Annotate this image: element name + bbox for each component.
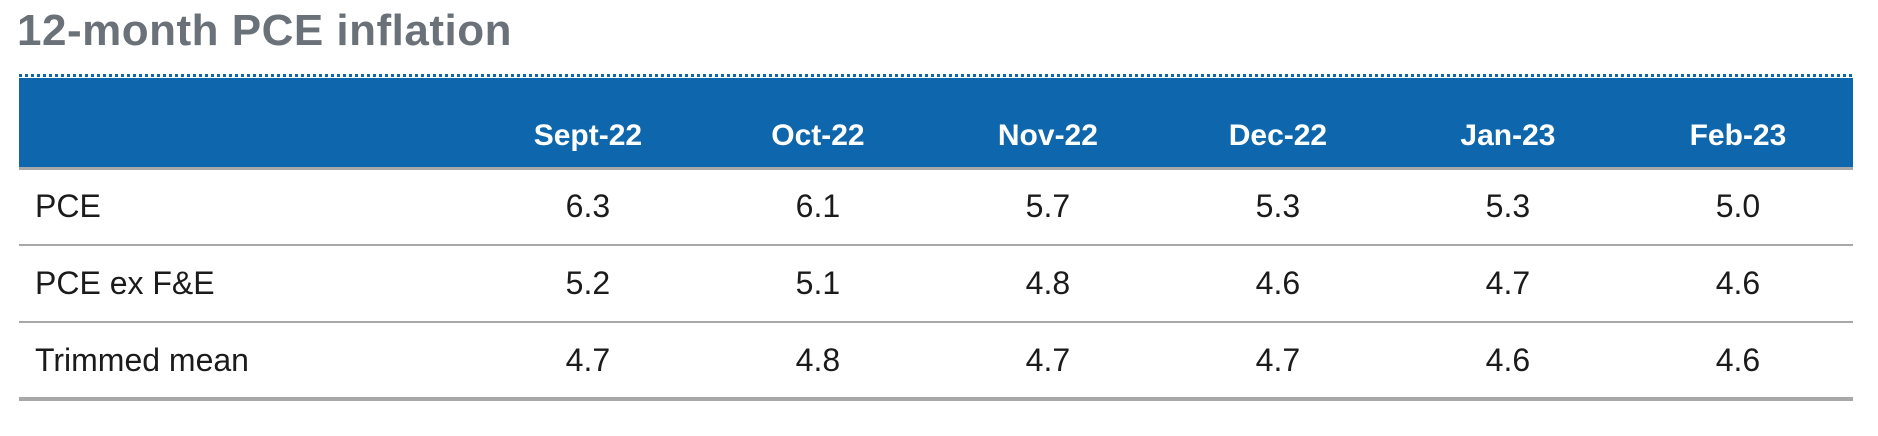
row-label: PCE bbox=[19, 168, 473, 246]
header-cell-month: Sept-22 bbox=[472, 78, 703, 170]
value-cell: 6.1 bbox=[702, 168, 933, 246]
value-cell: 5.0 bbox=[1622, 168, 1853, 246]
header-cell-month: Jan-23 bbox=[1392, 78, 1623, 170]
value-cell: 5.7 bbox=[932, 168, 1163, 246]
dotted-divider bbox=[19, 74, 1853, 77]
table-row-trimmed-mean: Trimmed mean 4.7 4.8 4.7 4.7 4.6 4.6 bbox=[19, 322, 1853, 401]
value-cell: 4.6 bbox=[1162, 245, 1393, 323]
table-row-pce: PCE 6.3 6.1 5.7 5.3 5.3 5.0 bbox=[19, 168, 1853, 246]
header-cell-empty bbox=[19, 78, 473, 170]
row-label: Trimmed mean bbox=[19, 322, 473, 401]
table-header: Sept-22 Oct-22 Nov-22 Dec-22 Jan-23 Feb-… bbox=[19, 78, 1853, 170]
value-cell: 5.3 bbox=[1392, 168, 1623, 246]
pce-inflation-table: Sept-22 Oct-22 Nov-22 Dec-22 Jan-23 Feb-… bbox=[19, 78, 1853, 401]
page-title: 12-month PCE inflation bbox=[17, 6, 512, 55]
table-body: PCE 6.3 6.1 5.7 5.3 5.3 5.0 PCE ex F&E 5… bbox=[19, 168, 1853, 401]
value-cell: 4.7 bbox=[1162, 322, 1393, 401]
value-cell: 4.7 bbox=[932, 322, 1163, 401]
header-row: Sept-22 Oct-22 Nov-22 Dec-22 Jan-23 Feb-… bbox=[19, 78, 1853, 170]
header-cell-month: Feb-23 bbox=[1622, 78, 1853, 170]
header-cell-month: Dec-22 bbox=[1162, 78, 1393, 170]
value-cell: 4.6 bbox=[1622, 245, 1853, 323]
value-cell: 4.6 bbox=[1622, 322, 1853, 401]
header-cell-month: Oct-22 bbox=[702, 78, 933, 170]
value-cell: 6.3 bbox=[472, 168, 703, 246]
value-cell: 4.7 bbox=[1392, 245, 1623, 323]
table-row-pce-ex-fe: PCE ex F&E 5.2 5.1 4.8 4.6 4.7 4.6 bbox=[19, 245, 1853, 323]
value-cell: 4.6 bbox=[1392, 322, 1623, 401]
value-cell: 5.3 bbox=[1162, 168, 1393, 246]
value-cell: 4.8 bbox=[702, 322, 933, 401]
header-cell-month: Nov-22 bbox=[932, 78, 1163, 170]
value-cell: 4.7 bbox=[472, 322, 703, 401]
pce-inflation-table-container: Sept-22 Oct-22 Nov-22 Dec-22 Jan-23 Feb-… bbox=[19, 74, 1853, 401]
row-label: PCE ex F&E bbox=[19, 245, 473, 323]
value-cell: 4.8 bbox=[932, 245, 1163, 323]
value-cell: 5.1 bbox=[702, 245, 933, 323]
value-cell: 5.2 bbox=[472, 245, 703, 323]
